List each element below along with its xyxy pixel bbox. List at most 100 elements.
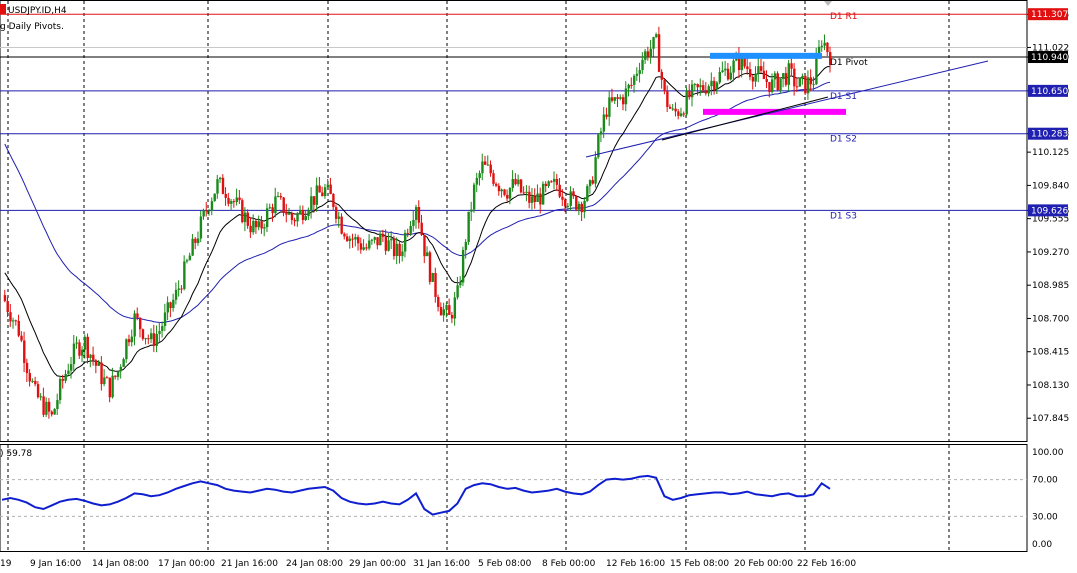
candle-body-75 <box>210 201 214 211</box>
candle-body-219 <box>608 97 611 117</box>
candle-body-268 <box>743 56 746 67</box>
candle-body-181 <box>503 189 506 195</box>
candle-body-255 <box>707 86 710 94</box>
candle-body-5 <box>17 320 20 336</box>
candle-body-133 <box>370 239 374 241</box>
candle-body-286 <box>793 68 796 87</box>
x-tick-label-5: 24 Jan 08:00 <box>286 559 343 569</box>
candle-body-101 <box>282 197 285 213</box>
candle-body-177 <box>492 173 495 184</box>
candle-body-24 <box>70 364 73 371</box>
candle-body-251 <box>696 84 699 88</box>
x-tick-label-4: 21 Jan 16:00 <box>221 559 278 569</box>
candle-body-253 <box>702 85 705 91</box>
candle-body-190 <box>528 191 531 203</box>
candle-body-199 <box>553 178 556 182</box>
candle-body-4 <box>14 320 18 322</box>
pivot-label-4: D1 S3 <box>830 211 857 221</box>
candle-body-17 <box>50 411 54 415</box>
candle-body-239 <box>663 79 666 92</box>
candle-body-49 <box>139 317 142 330</box>
candle-body-185 <box>514 179 517 185</box>
candle-body-230 <box>638 70 641 74</box>
candle-body-122 <box>340 216 343 234</box>
rsi-line <box>1 474 831 516</box>
candle-body-39 <box>111 375 114 398</box>
candle-body-245 <box>679 113 683 116</box>
candle-body-145 <box>403 232 407 252</box>
candle-body-169 <box>470 209 473 212</box>
candle-body-55 <box>155 334 158 346</box>
candle-body-278 <box>771 79 774 93</box>
candle-body-113 <box>315 185 319 205</box>
pivot-label-0: D1 R1 <box>830 12 858 22</box>
candle-body-107 <box>299 210 302 214</box>
candle-body-127 <box>354 237 357 240</box>
candle-body-98 <box>274 196 277 214</box>
candle-body-146 <box>406 232 410 234</box>
candle-body-87 <box>243 212 247 223</box>
candle-body-150 <box>417 207 421 223</box>
candle-body-174 <box>484 161 487 165</box>
candle-body-112 <box>312 196 316 205</box>
candle-body-183 <box>508 187 512 199</box>
pivot-label-1: D1 Pivot <box>830 58 868 68</box>
candle-body-105 <box>293 220 296 222</box>
candle-body-206 <box>572 191 575 197</box>
candle-body-149 <box>415 207 418 220</box>
trend-line-short <box>661 96 829 141</box>
candle-body-148 <box>412 219 415 226</box>
pivot-label-3: D1 S2 <box>830 135 857 145</box>
candle-body-201 <box>558 184 561 197</box>
candle-body-256 <box>710 80 713 87</box>
candle-body-128 <box>357 237 360 244</box>
candle-body-204 <box>566 205 570 207</box>
candle-body-36 <box>103 377 106 385</box>
candle-body-274 <box>760 66 763 71</box>
candle-body-83 <box>232 201 236 203</box>
x-tick-label-11: 15 Feb 08:00 <box>670 559 729 569</box>
candle-body-202 <box>561 196 564 200</box>
y-tick-label-10: 108.985 <box>1032 281 1069 291</box>
candle-body-252 <box>699 85 702 88</box>
candle-body-229 <box>635 73 639 76</box>
candle-body-248 <box>688 90 691 98</box>
y-tick-label-1: 111.022 <box>1032 43 1069 53</box>
candle-body-31 <box>89 354 92 358</box>
candle-body-110 <box>307 210 310 217</box>
candle-body-223 <box>619 97 622 99</box>
x-tick-label-13: 22 Feb 16:00 <box>797 559 856 569</box>
candle-body-167 <box>464 242 468 250</box>
candle-body-270 <box>748 69 752 78</box>
candle-body-237 <box>657 34 661 72</box>
candle-body-94 <box>263 227 266 229</box>
candle-body-263 <box>729 72 733 80</box>
candle-body-164 <box>456 285 459 298</box>
y-tick-label-11: 108.700 <box>1032 314 1069 324</box>
candle-body-276 <box>765 78 768 82</box>
rsi-pane-frame <box>0 444 1028 552</box>
shift-arrow-icon[interactable] <box>824 1 832 6</box>
candle-body-104 <box>290 212 294 221</box>
x-tick-label-8: 5 Feb 08:00 <box>478 559 532 569</box>
candle-body-228 <box>633 75 636 85</box>
price-axis: 111.305111.022110.940110.650110.283110.1… <box>1027 8 1069 550</box>
candle-body-51 <box>144 338 147 340</box>
price-box-label-3: 110.283 <box>1031 130 1068 140</box>
candle-body-241 <box>668 106 672 109</box>
candle-body-10 <box>31 380 34 382</box>
candle-body-144 <box>401 251 404 257</box>
candle-body-217 <box>602 114 606 132</box>
candle-body-45 <box>127 339 131 343</box>
candle-body-124 <box>346 236 349 242</box>
candle-body-184 <box>511 179 514 188</box>
candle-body-71 <box>199 216 203 239</box>
candle-body-215 <box>597 134 600 158</box>
candle-body-33 <box>94 360 98 366</box>
candle-body-214 <box>594 157 597 184</box>
candle-body-20 <box>58 378 62 401</box>
candle-body-218 <box>605 114 608 117</box>
candle-body-59 <box>166 302 169 313</box>
price-box-3 <box>1028 127 1068 140</box>
candle-body-109 <box>304 216 307 221</box>
